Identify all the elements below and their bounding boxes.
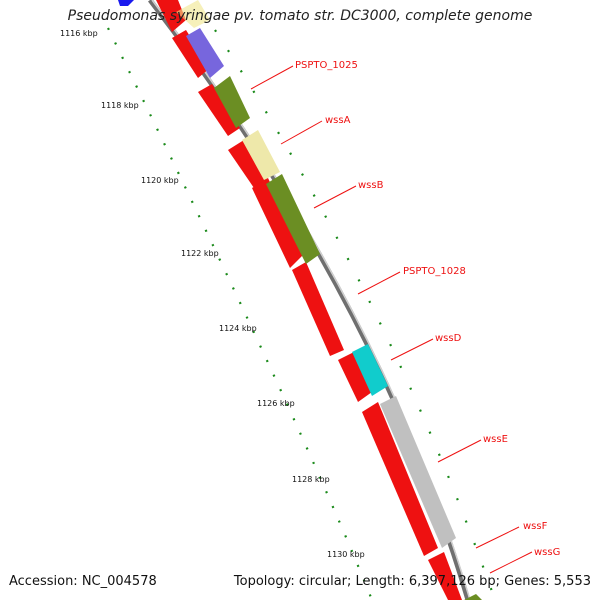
kbp-tick-label: 1118 kbp <box>101 101 139 110</box>
accession-text: Accession: NC_004578 <box>9 574 157 589</box>
gene-arrow[interactable] <box>176 0 210 28</box>
label-connectors <box>250 65 533 574</box>
gene-arrow[interactable] <box>266 174 320 264</box>
gene-label[interactable]: PSPTO_1028 <box>403 266 466 277</box>
gene-label[interactable]: PSPTO_1025 <box>295 60 358 71</box>
kbp-tick-label: 1124 kbp <box>219 324 257 333</box>
gene-arrow[interactable] <box>118 0 134 6</box>
gene-arrow[interactable] <box>198 84 240 136</box>
gene-arrow[interactable] <box>214 76 250 128</box>
gene-arrow[interactable] <box>252 178 304 268</box>
gene-arrow[interactable] <box>362 402 438 556</box>
gene-arrow[interactable] <box>228 140 268 188</box>
gene-arrow[interactable] <box>186 28 224 78</box>
gene-label[interactable]: wssB <box>358 180 384 191</box>
gene-label[interactable]: wssA <box>325 115 351 126</box>
gene-arrow[interactable] <box>464 594 482 600</box>
gene-arrow[interactable] <box>156 0 186 32</box>
gene-arrow[interactable] <box>292 262 344 356</box>
gene-label[interactable]: wssE <box>483 434 508 445</box>
kbp-tick-label: 1116 kbp <box>60 29 98 38</box>
gene-arrow[interactable] <box>242 130 280 180</box>
gene-label[interactable]: wssD <box>435 333 462 344</box>
gene-arrow[interactable] <box>428 552 462 600</box>
gene-arrow[interactable] <box>352 344 388 396</box>
map-title: Pseudomonas syringae pv. tomato str. DC3… <box>67 8 533 24</box>
kbp-tick-label: 1128 kbp <box>292 475 330 484</box>
outer-track <box>118 0 482 600</box>
gene-arrow[interactable] <box>338 352 372 402</box>
gene-label[interactable]: wssF <box>523 521 548 532</box>
kbp-tick-label: 1120 kbp <box>141 176 179 185</box>
gene-arrow[interactable] <box>380 396 456 548</box>
genome-summary-text: Topology: circular; Length: 6,397,126 bp… <box>233 574 591 589</box>
kbp-tick-label: 1122 kbp <box>181 249 219 258</box>
inner-track <box>156 0 462 600</box>
gene-arrow[interactable] <box>172 30 210 78</box>
kbp-tick-label: 1126 kbp <box>257 399 295 408</box>
kbp-tick-label: 1130 kbp <box>327 550 365 559</box>
gene-label[interactable]: wssG <box>534 547 560 558</box>
